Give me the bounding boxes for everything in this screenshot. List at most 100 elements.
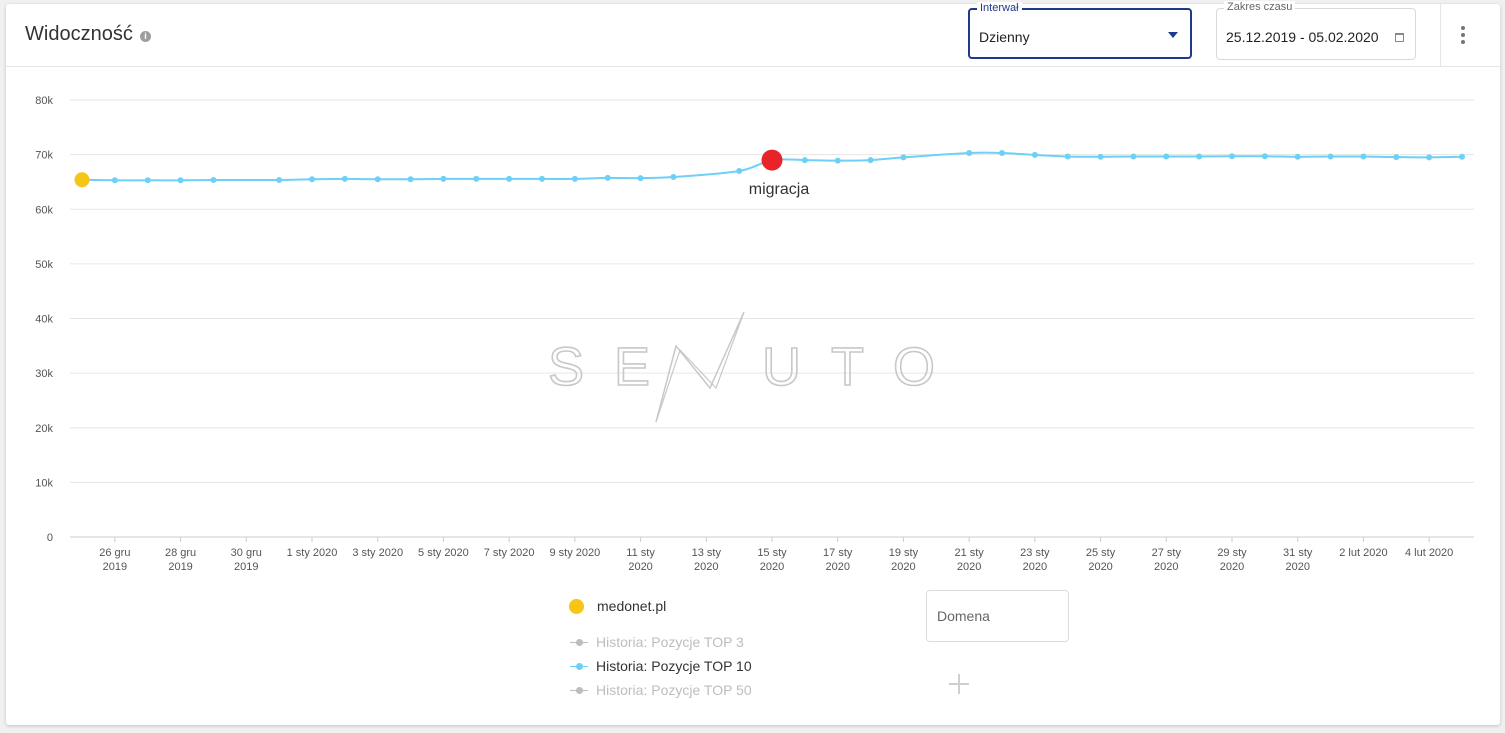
legend-dot <box>576 687 583 694</box>
card-title: Widoczność <box>25 23 133 45</box>
x-tick-label: 2020 <box>1285 561 1309 573</box>
x-tick-label: 2019 <box>234 561 258 573</box>
x-tick-label: 23 sty <box>1020 547 1050 559</box>
interval-label: Interwał <box>977 2 1022 15</box>
interval-select[interactable]: Interwał Dzienny <box>968 2 1192 59</box>
x-tick-label: 2020 <box>1154 561 1178 573</box>
date-range-field[interactable]: Zakres czasu 25.12.2019 - 05.02.2020 <box>1216 1 1416 60</box>
legend-series-label: Historia: Pozycje TOP 50 <box>596 682 752 698</box>
legend-dot <box>576 639 583 646</box>
x-tick-label: 2019 <box>103 561 127 573</box>
x-tick-label: 4 lut 2020 <box>1405 547 1453 559</box>
date-range-label: Zakres czasu <box>1224 1 1296 14</box>
x-tick-label: 2020 <box>760 561 784 573</box>
y-tick-label: 40k <box>35 314 53 326</box>
x-tick-label: 21 sty <box>954 547 984 559</box>
y-tick-label: 80k <box>35 95 53 107</box>
annotations: migracja <box>74 149 810 198</box>
card-header: Widoczność i Interwał Dzienny Zakres cza… <box>6 1 1500 67</box>
date-range-value: 25.12.2019 - 05.02.2020 <box>1226 29 1379 45</box>
x-tick-label: 9 sty 2020 <box>549 547 600 559</box>
senuto-watermark: SE UTO <box>547 311 936 423</box>
data-point <box>834 157 841 164</box>
data-point <box>1459 153 1465 160</box>
watermark-text-left: SE <box>548 337 680 397</box>
x-tick-label: 28 gru <box>165 547 196 559</box>
x-tick-label: 11 sty <box>626 547 655 559</box>
data-point <box>1064 153 1071 160</box>
data-point <box>440 175 447 182</box>
more-vert-icon[interactable] <box>1461 26 1465 44</box>
x-tick-label: 29 sty <box>1217 547 1247 559</box>
data-point <box>1426 154 1433 161</box>
data-point <box>1229 153 1235 160</box>
watermark-bolt-shadow <box>655 311 745 423</box>
data-point <box>637 175 644 182</box>
migration-marker <box>761 149 783 171</box>
data-point <box>1393 154 1400 161</box>
header-divider <box>1440 4 1441 66</box>
x-tick-label: 2020 <box>957 561 981 573</box>
data-point <box>111 177 118 184</box>
data-point <box>736 168 743 175</box>
x-tick-label: 25 sty <box>1086 547 1116 559</box>
x-tick-label: 2020 <box>891 561 915 573</box>
legend-series-label: Historia: Pozycje TOP 10 <box>596 658 752 674</box>
data-point <box>604 174 611 181</box>
data-point <box>571 175 578 182</box>
data-point <box>276 177 283 184</box>
axes: 0 10k 20k 30k 40k 50k 60k 70k 80k 26 gru 2019 28 gr… <box>35 95 1453 573</box>
legend-domain: medonet.pl <box>597 598 667 614</box>
x-tick-label: 1 sty 2020 <box>287 547 338 559</box>
data-point <box>900 154 907 161</box>
chevron-down-icon[interactable] <box>1168 32 1178 38</box>
domain-color-dot <box>569 599 584 614</box>
y-tick-label: 20k <box>35 423 53 435</box>
data-point <box>966 149 973 156</box>
watermark-bolt <box>655 311 745 423</box>
data-point <box>1327 153 1334 160</box>
x-tick-label: 26 gru <box>99 547 130 559</box>
y-tick-label: 10k <box>35 477 53 489</box>
data-point <box>1031 151 1038 158</box>
series-top10 <box>79 149 1465 184</box>
y-tick-label: 30k <box>35 368 53 380</box>
legend-series-label: Historia: Pozycje TOP 3 <box>596 634 744 650</box>
y-tick-label: 60k <box>35 204 53 216</box>
data-point <box>670 174 677 181</box>
x-tick-label: 2020 <box>1023 561 1047 573</box>
interval-value: Dzienny <box>979 29 1030 45</box>
x-tick-label: 2020 <box>694 561 718 573</box>
calendar-icon[interactable] <box>1395 33 1404 42</box>
series-line <box>81 151 1463 182</box>
domain-input[interactable] <box>926 590 1069 642</box>
data-point <box>374 176 381 183</box>
data-point <box>473 175 480 182</box>
data-point <box>506 175 513 182</box>
data-point <box>1163 153 1170 160</box>
y-tick-label: 50k <box>35 259 53 271</box>
migration-label: migracja <box>749 181 810 198</box>
info-icon[interactable]: i <box>140 31 151 42</box>
data-point <box>539 175 545 182</box>
x-tick-label: 2020 <box>1220 561 1244 573</box>
data-point <box>867 157 874 164</box>
x-tick-label: 19 sty <box>889 547 919 559</box>
y-tick-label: 70k <box>35 150 53 162</box>
data-point <box>1130 153 1137 160</box>
x-tick-label: 31 sty <box>1283 547 1313 559</box>
x-tick-label: 27 sty <box>1152 547 1182 559</box>
legend-dot <box>576 663 583 670</box>
data-point <box>407 176 414 183</box>
plus-icon[interactable] <box>949 674 969 694</box>
data-point <box>1294 153 1301 160</box>
data-point <box>309 176 315 183</box>
x-tick-label: 13 sty <box>692 547 722 559</box>
x-tick-label: 2 lut 2020 <box>1339 547 1387 559</box>
x-tick-label: 5 sty 2020 <box>418 547 469 559</box>
x-tick-label: 7 sty 2020 <box>484 547 535 559</box>
data-point <box>177 177 184 184</box>
x-tick-label: 17 sty <box>823 547 853 559</box>
data-point <box>144 177 151 184</box>
y-tick-label: 0 <box>47 532 53 544</box>
